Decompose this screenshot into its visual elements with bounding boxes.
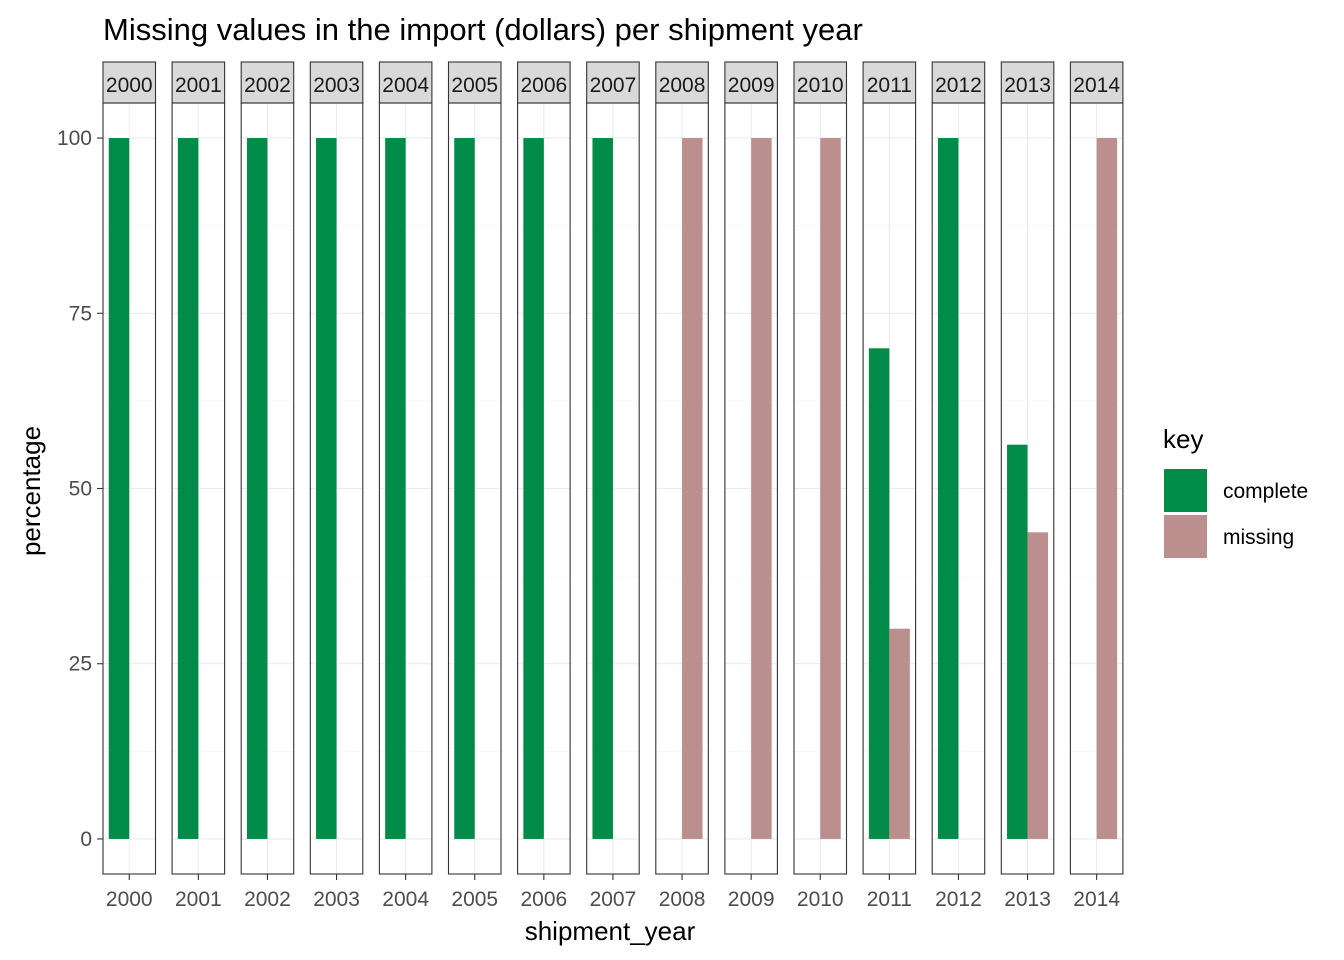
facet-strip-label: 2007 [590,74,637,97]
bar-complete-2007 [592,138,613,839]
facet-panel: 2007 2007 [586,61,640,911]
legend-swatch [1164,469,1207,512]
x-tick-label: 2008 [659,888,706,911]
facet-strip-label: 2000 [106,74,153,97]
facet-panel: 2006 2006 [517,61,571,911]
x-tick-label: 2012 [935,888,982,911]
bar-complete-2011 [868,348,890,839]
x-tick-label: 2004 [382,888,429,911]
y-tick-label: 50 [69,478,92,501]
chart-title: Missing values in the import (dollars) p… [103,12,863,47]
facet-panels: 2000200020012001200220022003200320042004… [102,61,1124,911]
x-tick-label: 2006 [520,888,567,911]
bar-complete-2000 [108,138,130,839]
bar-missing-2014 [1096,138,1118,839]
x-tick-label: 2003 [313,888,360,911]
legend-title: key [1163,424,1203,454]
bar-complete-2004 [385,138,406,839]
bar-missing-2009 [751,138,772,839]
x-tick-label: 2000 [106,888,153,911]
facet-strip-label: 2002 [244,74,291,97]
x-tick-label: 2001 [175,888,222,911]
facet-panel: 2000 2000 [102,61,157,911]
legend-item-missing: missing [1164,515,1294,558]
facet-panel: 2002 2002 [240,61,295,911]
facet-panel: 2012 2012 [931,61,986,911]
bar-missing-2008 [682,138,703,839]
legend-label: complete [1223,480,1308,503]
facet-strip [309,61,364,104]
facet-panel: 2011 2011 [862,61,917,911]
bar-missing-2013 [1027,532,1049,839]
bar-complete-2002 [246,138,268,839]
facet-panel: 2001 2001 [171,61,226,911]
facet-strip [586,61,640,104]
x-tick-label: 2002 [244,888,291,911]
facet-strip-label: 2013 [1004,74,1051,97]
facet-strip-label: 2004 [382,74,429,97]
facet-strip-label: 2009 [728,74,775,97]
x-tick-label: 2011 [867,888,912,911]
facet-panel: 2005 2005 [447,61,502,911]
x-tick-label: 2007 [590,888,637,911]
y-tick-label: 25 [69,653,92,676]
y-tick-label: 0 [80,828,92,851]
facet-panel: 2014 2014 [1069,61,1124,911]
y-tick-label: 75 [69,302,92,325]
bar-complete-2012 [937,138,959,839]
facet-strip [1069,61,1124,104]
facet-strip [240,61,295,104]
x-tick-label: 2013 [1004,888,1051,911]
facet-panel: 2010 2010 [793,61,848,911]
facet-panel: 2009 2009 [724,61,778,911]
facet-strip [1000,61,1055,104]
y-tick-label: 100 [57,127,92,150]
facet-strip-label: 2011 [867,74,912,97]
facet-strip-label: 2005 [451,74,498,97]
bar-complete-2003 [316,138,337,839]
x-tick-label: 2014 [1073,888,1120,911]
facet-panel: 2008 2008 [655,61,709,911]
facet-strip-label: 2014 [1073,74,1120,97]
facet-strip [378,61,433,104]
x-tick-label: 2009 [728,888,775,911]
legend: key complete missing [1163,424,1308,558]
facet-strip-label: 2008 [659,74,706,97]
facet-panel: 2003 2003 [309,61,364,911]
x-axis-title: shipment_year [525,916,696,946]
legend-swatch [1164,515,1207,558]
x-tick-label: 2005 [451,888,498,911]
facet-strip-label: 2003 [313,74,360,97]
legend-item-complete: complete [1164,469,1308,512]
facet-strip [102,61,157,104]
y-axis-title: percentage [16,426,46,556]
facet-panel: 2004 2004 [378,61,433,911]
facet-strip-label: 2012 [935,74,982,97]
facet-strip-label: 2006 [520,74,567,97]
legend-label: missing [1223,526,1294,549]
bar-complete-2005 [454,138,475,839]
bar-missing-2010 [820,138,841,839]
facet-strip [931,61,986,104]
x-tick-label: 2010 [797,888,844,911]
y-axis: 0 25 50 75 100 [57,127,103,851]
facet-strip-label: 2010 [797,74,844,97]
facet-strip [171,61,226,104]
facet-strip [724,61,778,104]
bar-missing-2011 [889,628,910,839]
bar-complete-2006 [523,138,544,839]
bar-complete-2001 [177,138,199,839]
bar-complete-2013 [1007,444,1028,839]
facet-panel: 2013 2013 [1000,61,1055,911]
facet-strip [517,61,571,104]
facet-strip-label: 2001 [175,74,222,97]
